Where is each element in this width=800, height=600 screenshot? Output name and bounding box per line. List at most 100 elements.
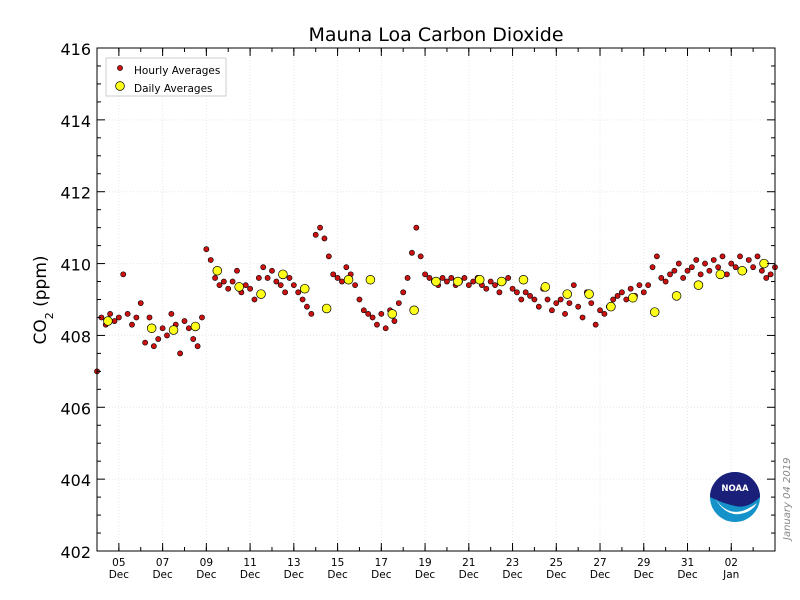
hourly-point [601,310,608,317]
hourly-point [155,336,162,342]
hourly-point [251,296,258,303]
y-tick-label: 408 [60,327,91,346]
x-tick-day: 09 [200,557,213,569]
daily-point [474,274,485,285]
daily-point [496,276,507,287]
hourly-point [553,300,560,306]
hourly-point [277,282,284,289]
x-tick-month: Dec [284,569,305,581]
hourly-point [527,293,533,299]
hourly-point [706,267,713,274]
x-tick-day: 23 [506,557,519,569]
hourly-point [234,267,240,274]
x-tick-month: Dec [459,569,480,581]
x-tick-month: Dec [677,569,698,581]
hourly-point [649,264,656,271]
x-axis-ticks: 05Dec07Dec09Dec11Dec13Dec15Dec17Dec19Dec… [96,48,776,581]
hourly-point [255,275,262,281]
hourly-point [382,325,389,332]
x-tick-day: 21 [462,557,475,569]
hourly-point [710,257,717,263]
hourly-point [767,271,774,278]
hourly-point [137,300,144,306]
hourly-point [229,278,236,285]
hourly-point [269,267,275,274]
hourly-point [579,314,586,321]
y-axis-label-sub: 2 [43,312,56,319]
hourly-point [129,321,135,328]
x-tick-day: 07 [156,557,169,569]
daily-point [321,303,332,314]
hourly-point [610,296,617,303]
hourly-point [115,314,122,321]
x-tick-month: Dec [196,569,217,581]
daily-point [343,274,354,285]
hourly-point [518,296,525,303]
hourly-point [614,293,621,299]
hourly-point [282,289,288,296]
y-tick-label: 416 [60,40,91,59]
hourly-point [562,310,568,317]
hourly-point [395,300,402,306]
daily-point [453,276,463,287]
hourly-point [247,285,253,292]
hourly-point [168,310,175,317]
hourly-point [640,289,647,296]
daily-point [715,269,726,280]
hourly-point [356,296,363,303]
hourly-point [365,310,372,317]
hourly-point [754,253,761,260]
hourly-point [522,289,529,296]
hourly-point [413,224,420,231]
hourly-point [737,253,743,260]
y-axis-label-main: CO [31,319,51,344]
x-tick-day: 15 [331,557,344,569]
hourly-point [360,307,367,314]
x-tick-month: Dec [415,569,436,581]
logo-bird [715,498,757,515]
hourly-point [575,303,582,310]
hourly-point [321,235,328,242]
x-tick-day: 27 [593,557,606,569]
daily-point [606,301,616,312]
hourly-point [216,282,223,289]
daily-point [234,282,244,292]
date-annotation: January 04 2019 [782,458,793,542]
hourly-point [343,264,350,271]
y-tick-label: 402 [60,543,91,562]
x-tick-month: Dec [590,569,611,581]
hourly-point [662,278,669,285]
y-tick-label: 410 [60,256,91,275]
legend-box [105,57,227,97]
legend: Hourly Averages Daily Averages [105,57,227,97]
hourly-point [317,224,323,231]
x-tick-month: Dec [634,569,655,581]
hourly-point [728,260,735,267]
hourly-point [304,303,310,310]
daily-point [387,309,398,319]
hourly-point [120,271,127,278]
hourly-point [417,253,424,260]
hourly-point [653,253,660,260]
hourly-point [566,300,573,306]
hourly-point [146,314,153,321]
daily-point [540,282,551,292]
hourly-point [492,282,498,289]
legend-daily-marker [115,81,125,91]
x-tick-day: 19 [418,557,431,569]
hourly-point [299,296,306,303]
hourly-point [194,343,201,350]
hourly-point [645,282,652,289]
daily-point [628,292,638,303]
hourly-point [426,275,433,281]
chart-title: Mauna Loa Carbon Dioxide [308,24,563,46]
hourly-point [627,285,634,292]
hourly-point [461,275,468,281]
daily-series [103,258,769,335]
legend-hourly-marker [117,65,123,71]
hourly-point [505,275,512,281]
hourly-point [400,289,407,296]
hourly-point [544,296,551,303]
hourly-point [264,275,271,281]
hourly-point [636,282,643,289]
